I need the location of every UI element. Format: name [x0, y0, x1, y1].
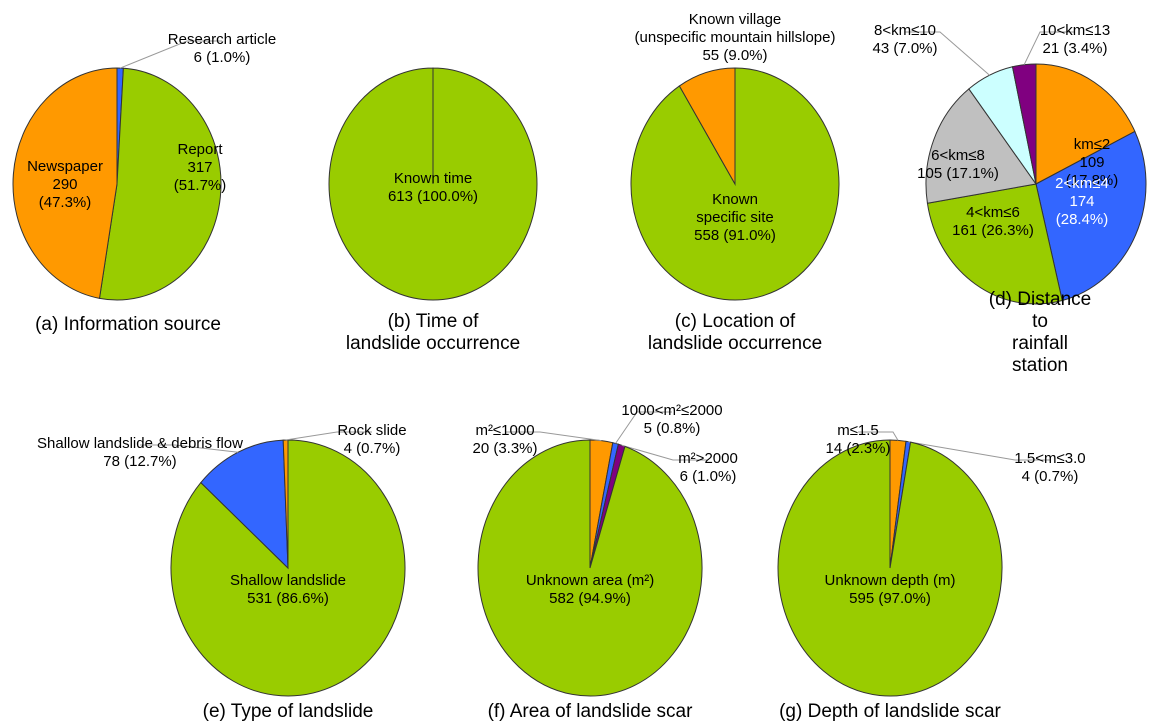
slice-label: 2<km≤4 174 (28.4%) — [1048, 175, 1116, 229]
pie-slice — [925, 88, 1037, 204]
leader-line — [905, 31, 990, 76]
pie-slice — [926, 183, 1063, 305]
category-label: 6<km≤8 — [931, 147, 985, 164]
category-label: Research article — [167, 31, 277, 48]
value-label: 55 (9.0%) — [702, 47, 768, 64]
slice-label: Newspaper 290 (47.3%) — [27, 158, 103, 212]
slice-label: Report 317 (51.7%) — [174, 141, 227, 195]
value-label: 613 (100.0%) — [387, 188, 479, 205]
value-label: 5 (0.8%) — [643, 420, 701, 437]
slice-label: 1.5<m≤3.0 4 (0.7%) — [1014, 450, 1085, 486]
category-label: Unknown depth (m) — [824, 572, 956, 589]
value-label: 317 (51.7%) — [173, 159, 227, 194]
category-label: Known specific site — [696, 191, 774, 226]
pie-slice — [1035, 130, 1147, 302]
value-label: 6 (1.0%) — [679, 468, 737, 485]
slice-label: m²>2000 6 (1.0%) — [678, 450, 738, 486]
pie-slice — [477, 439, 703, 697]
category-label: Newspaper — [27, 158, 103, 175]
pie-slice — [777, 439, 1003, 697]
value-label: 21 (3.4%) — [1042, 40, 1108, 57]
slice-label: Shallow landslide 531 (86.6%) — [230, 572, 346, 608]
value-label: 78 (12.7%) — [103, 453, 177, 470]
leader-line — [120, 40, 222, 69]
pie-slice — [678, 67, 736, 186]
pie-slice — [200, 439, 289, 570]
category-label: 1000<m²≤2000 — [621, 402, 723, 419]
slice-label: 8<km≤10 43 (7.0%) — [872, 22, 937, 58]
slice-label: Unknown area (m²) 582 (94.9%) — [526, 572, 654, 608]
category-label: 2<km≤4 — [1055, 175, 1109, 192]
category-label: Shallow landslide — [230, 572, 346, 589]
value-label: 595 (97.0%) — [849, 590, 931, 607]
value-label: 161 (26.3%) — [952, 222, 1034, 239]
category-label: Known village (unspecific mountain hills… — [634, 11, 836, 46]
category-label: km≤2 — [1073, 136, 1111, 153]
leader-line — [505, 431, 602, 442]
value-label: 531 (86.6%) — [247, 590, 329, 607]
category-label: 10<km≤13 — [1039, 22, 1111, 39]
slice-label: Known time 613 (100.0%) — [388, 170, 478, 206]
category-label: 1.5<m≤3.0 — [1014, 450, 1086, 467]
slice-label: m≤1.5 14 (2.3%) — [825, 422, 890, 458]
chart-title: (f) Area of landslide scar — [487, 701, 693, 722]
category-label: Known time — [393, 170, 473, 187]
leader-line — [908, 441, 1050, 461]
slice-label: km≤2 109 (17.8%) — [1063, 136, 1121, 190]
value-label: 20 (3.3%) — [472, 440, 538, 457]
slice-label: 1000<m²≤2000 5 (0.8%) — [621, 402, 722, 438]
leader-line — [621, 444, 708, 461]
slice-label: Unknown depth (m) 595 (97.0%) — [825, 572, 956, 608]
slice-label: 6<km≤8 105 (17.1%) — [917, 147, 999, 183]
chart-title: (a) Information source — [35, 314, 221, 335]
pie-slice — [12, 67, 118, 299]
category-label: Shallow landslide & debris flow — [37, 435, 243, 452]
slice-label: Known village (unspecific mountain hills… — [635, 11, 836, 65]
value-label: 582 (94.9%) — [549, 590, 631, 607]
leader-line — [858, 431, 899, 441]
chart-title: (g) Depth of landslide scar — [779, 701, 1001, 722]
value-label: 4 (0.7%) — [1021, 468, 1079, 485]
slice-label: Rock slide 4 (0.7%) — [337, 422, 406, 458]
category-label: m≤1.5 — [837, 422, 879, 439]
leader-line — [1023, 31, 1075, 65]
value-label: 4 (0.7%) — [343, 440, 401, 457]
value-label: 43 (7.0%) — [872, 40, 938, 57]
value-label: 290 (47.3%) — [38, 176, 92, 211]
slice-label: Shallow landslide & debris flow 78 (12.7%… — [37, 435, 243, 471]
value-label: 6 (1.0%) — [193, 49, 251, 66]
slice-label: 10<km≤13 21 (3.4%) — [1040, 22, 1110, 58]
value-label: 109 (17.8%) — [1065, 154, 1119, 189]
slice-label: Research article 6 (1.0%) — [168, 31, 276, 67]
leader-line — [615, 411, 672, 444]
leader-line — [140, 444, 239, 453]
category-label: m²>2000 — [678, 450, 738, 467]
category-label: Unknown area (m²) — [525, 572, 655, 589]
value-label: 14 (2.3%) — [825, 440, 891, 457]
category-label: Report — [177, 141, 223, 158]
value-label: 558 (91.0%) — [694, 227, 776, 244]
chart-title: (e) Type of landslide — [202, 701, 374, 722]
category-label: 4<km≤6 — [966, 204, 1020, 221]
category-label: Rock slide — [337, 422, 407, 439]
leader-line — [285, 431, 372, 441]
slice-label: Known specific site 558 (91.0%) — [694, 191, 776, 245]
pie-slice — [328, 67, 538, 301]
chart-title: (c) Location of landslide occurrence — [647, 311, 823, 354]
category-label: m²≤1000 — [475, 422, 535, 439]
value-label: 174 (28.4%) — [1055, 193, 1109, 228]
pie-slice — [98, 67, 222, 301]
chart-title: (d) Distance to rainfall station — [988, 289, 1092, 376]
slice-label: m²≤1000 20 (3.3%) — [472, 422, 537, 458]
pie-slice — [1035, 63, 1136, 185]
slice-label: 4<km≤6 161 (26.3%) — [952, 204, 1034, 240]
value-label: 105 (17.1%) — [917, 165, 999, 182]
category-label: 8<km≤10 — [873, 22, 937, 39]
chart-title: (b) Time of landslide occurrence — [345, 311, 521, 354]
